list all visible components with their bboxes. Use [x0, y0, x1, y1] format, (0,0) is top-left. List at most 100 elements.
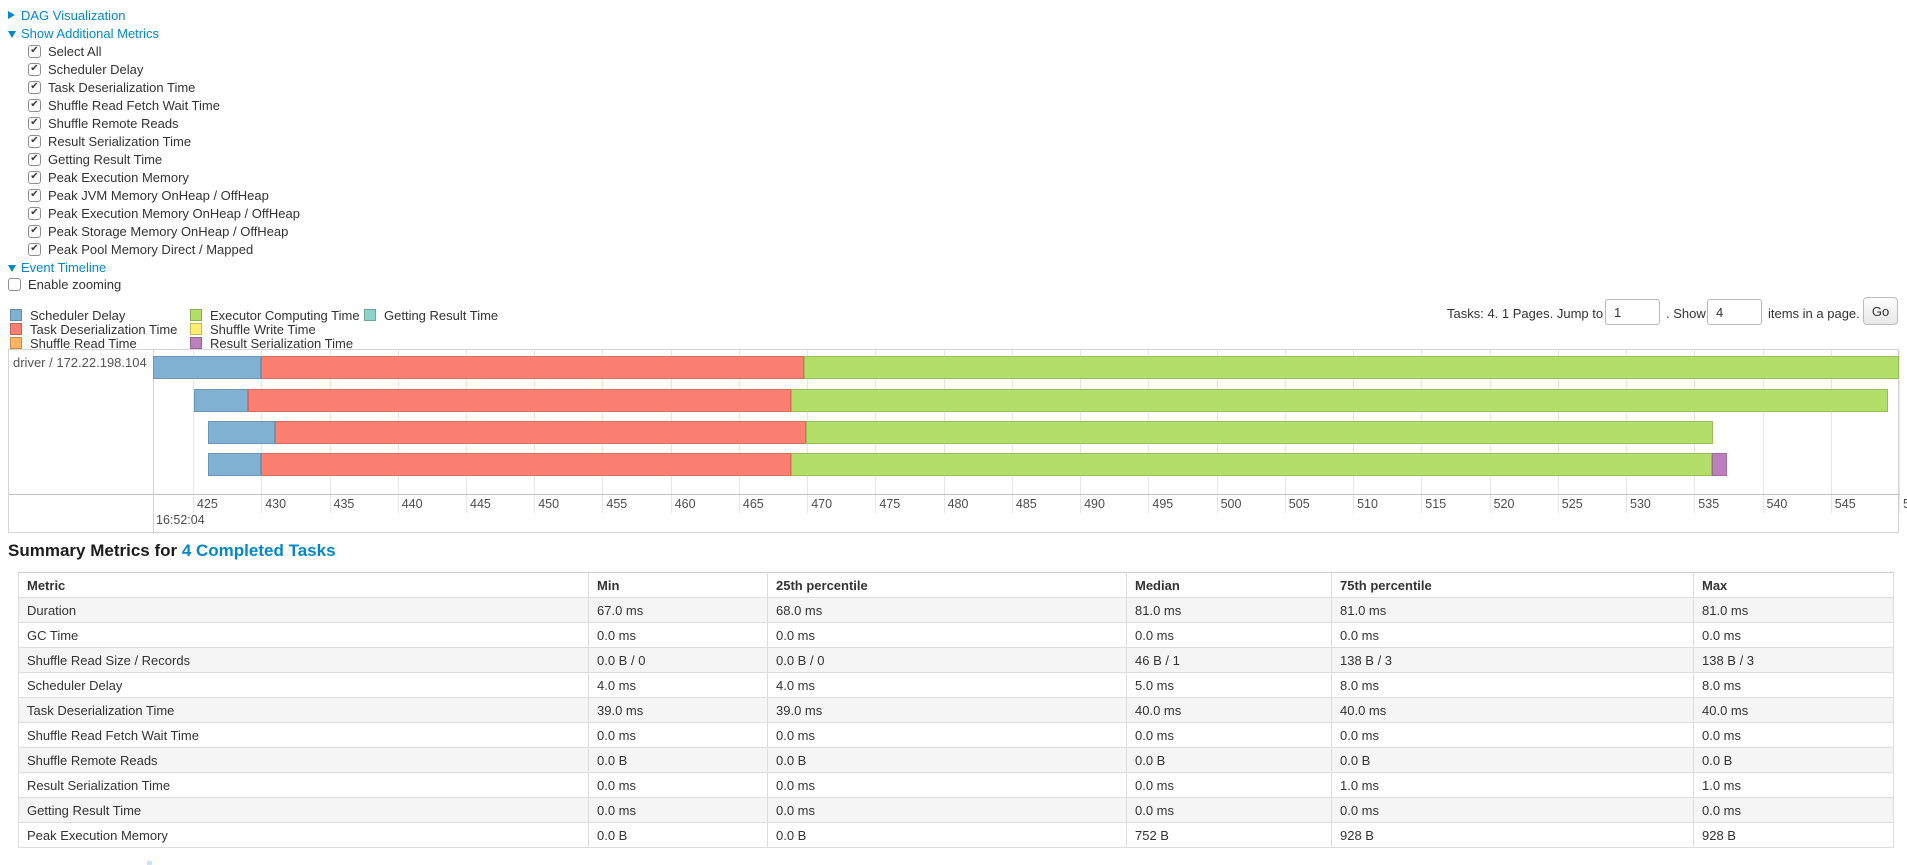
dag-visualization-toggle[interactable]: DAG Visualization	[8, 6, 300, 24]
metric-checkbox[interactable]: ✔	[28, 80, 41, 94]
task-bar-segment-task-deserialization[interactable]	[261, 453, 791, 476]
table-row: Peak Execution Memory 0.0 B 0.0 B 752 B 928 …	[18, 822, 1894, 848]
axis-tick-label: 525	[1561, 497, 1583, 511]
expanded-arrow-icon	[8, 264, 16, 272]
axis-tick-label: 440	[401, 497, 423, 511]
axis-tick	[261, 495, 263, 513]
metric-value-cell: 39.0 ms	[588, 697, 768, 723]
axis-tick-label: 510	[1357, 497, 1378, 511]
axis-tick-label: 445	[470, 497, 491, 511]
metric-checkbox[interactable]: ✔	[28, 44, 41, 58]
legend-swatch-icon	[364, 309, 376, 321]
completed-tasks-count: 4 Completed Tasks	[181, 541, 336, 560]
metric-item-scheduler-delay[interactable]: ✔ Scheduler Delay	[8, 60, 300, 78]
clipped-content-below	[147, 861, 152, 865]
metric-checkbox[interactable]: ✔	[28, 116, 41, 130]
show-additional-metrics-toggle[interactable]: Show Additional Metrics	[8, 24, 300, 42]
legend-swatch-icon	[190, 323, 202, 335]
axis-tick	[1489, 495, 1491, 513]
metric-value-cell: 46 B / 1	[1126, 647, 1332, 673]
task-bar-segment-scheduler-delay[interactable]	[208, 421, 275, 444]
task-bar-segment-result-serialization[interactable]	[1712, 453, 1727, 476]
metric-checkbox[interactable]: ✔	[28, 170, 41, 184]
axis-tick-label: 495	[1152, 497, 1174, 511]
metric-item-task-deserialization-time[interactable]: ✔ Task Deserialization Time	[8, 78, 300, 96]
items-per-page-input[interactable]	[1707, 299, 1762, 325]
metric-value-cell: 928 B	[1693, 822, 1894, 848]
task-bar-segment-task-deserialization[interactable]	[261, 356, 805, 379]
enable-zooming-row[interactable]: Enable zooming	[8, 276, 300, 292]
task-bar-segment-scheduler-delay[interactable]	[153, 356, 262, 379]
metric-checkbox-label: Peak Storage Memory OnHeap / OffHeap	[48, 223, 289, 239]
metric-value-cell: 0.0 B	[1126, 747, 1332, 773]
show-additional-metrics-link[interactable]: Show Additional Metrics	[21, 25, 160, 41]
metric-name-cell: Shuffle Read Fetch Wait Time	[18, 722, 589, 748]
axis-tick	[329, 495, 331, 513]
metric-item-peak-jvm-memory-onheap-offheap[interactable]: ✔ Peak JVM Memory OnHeap / OffHeap	[8, 186, 300, 204]
axis-tick-label: 430	[265, 497, 287, 511]
enable-zooming-checkbox[interactable]	[8, 277, 21, 291]
metric-name-cell: Shuffle Remote Reads	[18, 747, 589, 773]
metric-checkbox-label: Task Deserialization Time	[48, 79, 196, 95]
column-header-25th-percentile: 25th percentile	[767, 572, 1127, 598]
metric-value-cell: 81.0 ms	[1331, 597, 1694, 623]
go-button[interactable]: Go	[1863, 297, 1898, 325]
legend-item-shuffle-read-time: Shuffle Read Time	[10, 336, 177, 351]
metric-value-cell: 40.0 ms	[1126, 697, 1332, 723]
jump-to-page-input[interactable]	[1605, 299, 1660, 325]
axis-tick	[1216, 495, 1218, 513]
task-bar-segment-executor-computing[interactable]	[790, 453, 1712, 476]
gridline	[193, 350, 194, 494]
metric-item-peak-execution-memory-onheap-offheap[interactable]: ✔ Peak Execution Memory OnHeap / OffHeap	[8, 204, 300, 222]
metric-item-peak-pool-memory-direct-mapped[interactable]: ✔ Peak Pool Memory Direct / Mapped	[8, 240, 300, 258]
metric-checkbox[interactable]: ✔	[28, 152, 41, 166]
metric-checkbox-list: ✔ Select All ✔ Scheduler Delay ✔ Task Deseria…	[8, 42, 300, 258]
metric-item-getting-result-time[interactable]: ✔ Getting Result Time	[8, 150, 300, 168]
metric-name-cell: Shuffle Read Size / Records	[18, 647, 589, 673]
metric-value-cell: 1.0 ms	[1331, 772, 1694, 798]
metric-item-shuffle-read-fetch-wait-time[interactable]: ✔ Shuffle Read Fetch Wait Time	[8, 96, 300, 114]
dag-visualization-link[interactable]: DAG Visualization	[21, 7, 126, 23]
summary-metrics-title: Summary Metrics for 4 Completed Tasks	[8, 541, 336, 561]
metric-checkbox-label: Shuffle Read Fetch Wait Time	[48, 97, 220, 113]
metric-value-cell: 0.0 ms	[588, 722, 768, 748]
legend-label: Getting Result Time	[384, 307, 499, 323]
task-bar-segment-executor-computing[interactable]	[790, 388, 1889, 412]
task-bar-segment-scheduler-delay[interactable]	[208, 453, 262, 476]
event-timeline-toggle[interactable]: Event Timeline	[8, 258, 300, 276]
axis-tick	[1557, 495, 1559, 513]
legend-item-shuffle-write-time: Shuffle Write Time	[190, 322, 360, 337]
task-bar-segment-executor-computing[interactable]	[805, 421, 1714, 444]
axis-tick-label: 470	[811, 497, 833, 511]
axis-tick	[1148, 495, 1150, 513]
task-bar-segment-task-deserialization[interactable]	[247, 388, 791, 412]
metric-checkbox[interactable]: ✔	[28, 224, 41, 238]
metric-name-cell: Result Serialization Time	[18, 772, 589, 798]
metric-item-shuffle-remote-reads[interactable]: ✔ Shuffle Remote Reads	[8, 114, 300, 132]
metric-checkbox[interactable]: ✔	[28, 134, 41, 148]
axis-tick-label: 455	[606, 497, 628, 511]
metric-value-cell: 39.0 ms	[767, 697, 1127, 723]
metric-item-peak-storage-memory-onheap-offheap[interactable]: ✔ Peak Storage Memory OnHeap / OffHeap	[8, 222, 300, 240]
metric-checkbox[interactable]: ✔	[28, 242, 41, 256]
task-bar-segment-executor-computing[interactable]	[804, 356, 1899, 379]
metric-checkbox[interactable]: ✔	[28, 206, 41, 220]
axis-tick	[807, 495, 809, 513]
metric-checkbox[interactable]: ✔	[28, 62, 41, 76]
metric-checkbox[interactable]: ✔	[28, 98, 41, 112]
task-bar-segment-task-deserialization[interactable]	[274, 421, 806, 444]
metric-checkbox[interactable]: ✔	[28, 188, 41, 202]
metric-item-result-serialization-time[interactable]: ✔ Result Serialization Time	[8, 132, 300, 150]
metric-value-cell: 0.0 ms	[1331, 722, 1694, 748]
metric-item-peak-execution-memory[interactable]: ✔ Peak Execution Memory	[8, 168, 300, 186]
metric-item-select-all[interactable]: ✔ Select All	[8, 42, 300, 60]
axis-tick	[738, 495, 740, 513]
metric-value-cell: 0.0 B / 0	[767, 647, 1127, 673]
table-row: Shuffle Read Size / Records 0.0 B / 0 0.0 …	[18, 647, 1894, 673]
metric-name-cell: Task Deserialization Time	[18, 697, 589, 723]
table-row: Shuffle Read Fetch Wait Time 0.0 ms 0.0 ms…	[18, 722, 1894, 748]
task-bar-segment-scheduler-delay[interactable]	[194, 388, 248, 412]
group-label-divider	[153, 350, 154, 534]
summary-title-text: Summary Metrics for	[8, 541, 182, 560]
event-timeline-link[interactable]: Event Timeline	[21, 259, 107, 275]
